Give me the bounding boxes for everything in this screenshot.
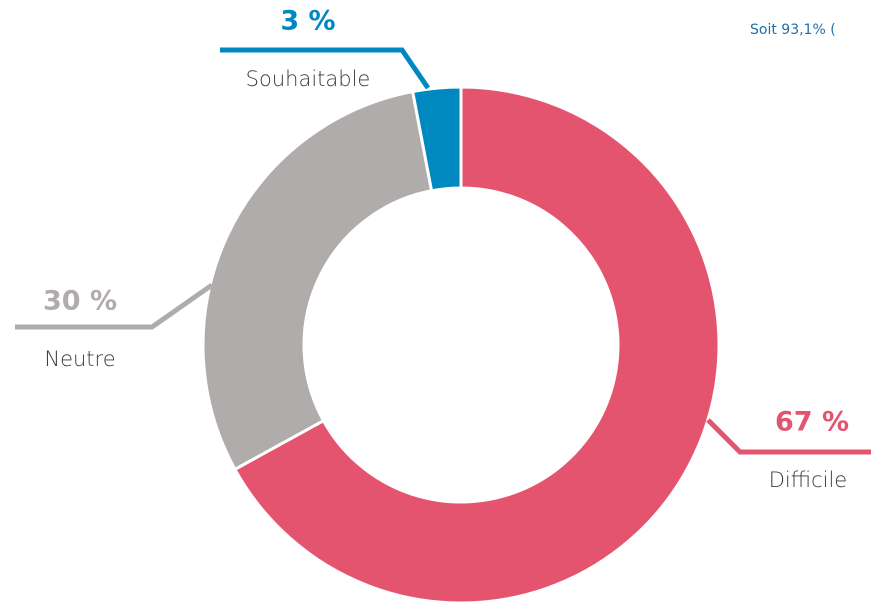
- category-label: Difficile: [769, 468, 847, 492]
- donut-segment: [201, 89, 434, 472]
- annotation: Soit 93,1% (: [750, 22, 836, 38]
- value-label: 30 %: [43, 286, 117, 317]
- leader-line: [220, 47, 431, 90]
- donut-segment: [410, 85, 463, 193]
- value-label: 67 %: [775, 407, 849, 438]
- leader-line: [706, 418, 871, 455]
- leader-line: [15, 282, 214, 330]
- donut-segment: [232, 85, 721, 602]
- value-label: 3 %: [280, 6, 335, 37]
- category-label: Souhaitable: [246, 67, 371, 91]
- category-label: Neutre: [44, 347, 115, 371]
